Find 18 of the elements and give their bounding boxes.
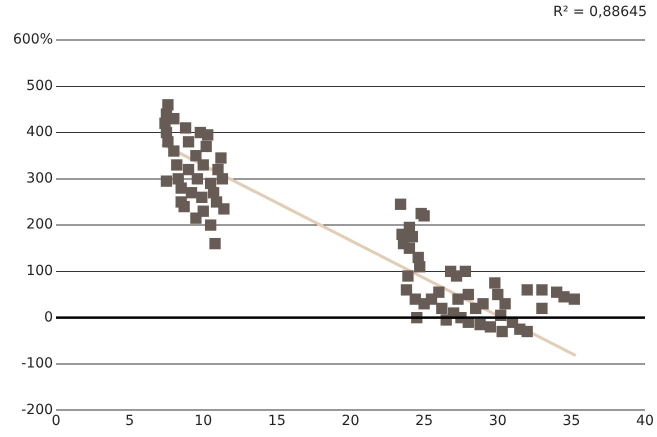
y-tick-label: 300 <box>26 170 54 186</box>
y-tick-label: 500 <box>26 78 54 94</box>
x-tick-label: 30 <box>488 413 507 430</box>
x-tick-label: 10 <box>194 413 212 430</box>
text: R² = 0,88645 <box>553 4 647 20</box>
y-tick-label: 100 <box>26 263 54 280</box>
x-tick-label: 15 <box>268 413 286 430</box>
y-tick-label: -100 <box>21 356 54 372</box>
y-tick-label: 200 <box>26 216 54 233</box>
x-tick-label: 20 <box>342 413 360 430</box>
y-tick-label: 400 <box>26 124 54 140</box>
x-tick-label: 35 <box>562 413 580 430</box>
y-tick-label: 600% <box>12 32 54 48</box>
x-tick-label: 40 <box>636 413 654 430</box>
y-tick-label: 0 <box>44 309 54 326</box>
x-tick-label: 5 <box>125 413 134 430</box>
x-tick-label: 25 <box>415 413 434 430</box>
y-tick-label: -200 <box>21 402 54 418</box>
